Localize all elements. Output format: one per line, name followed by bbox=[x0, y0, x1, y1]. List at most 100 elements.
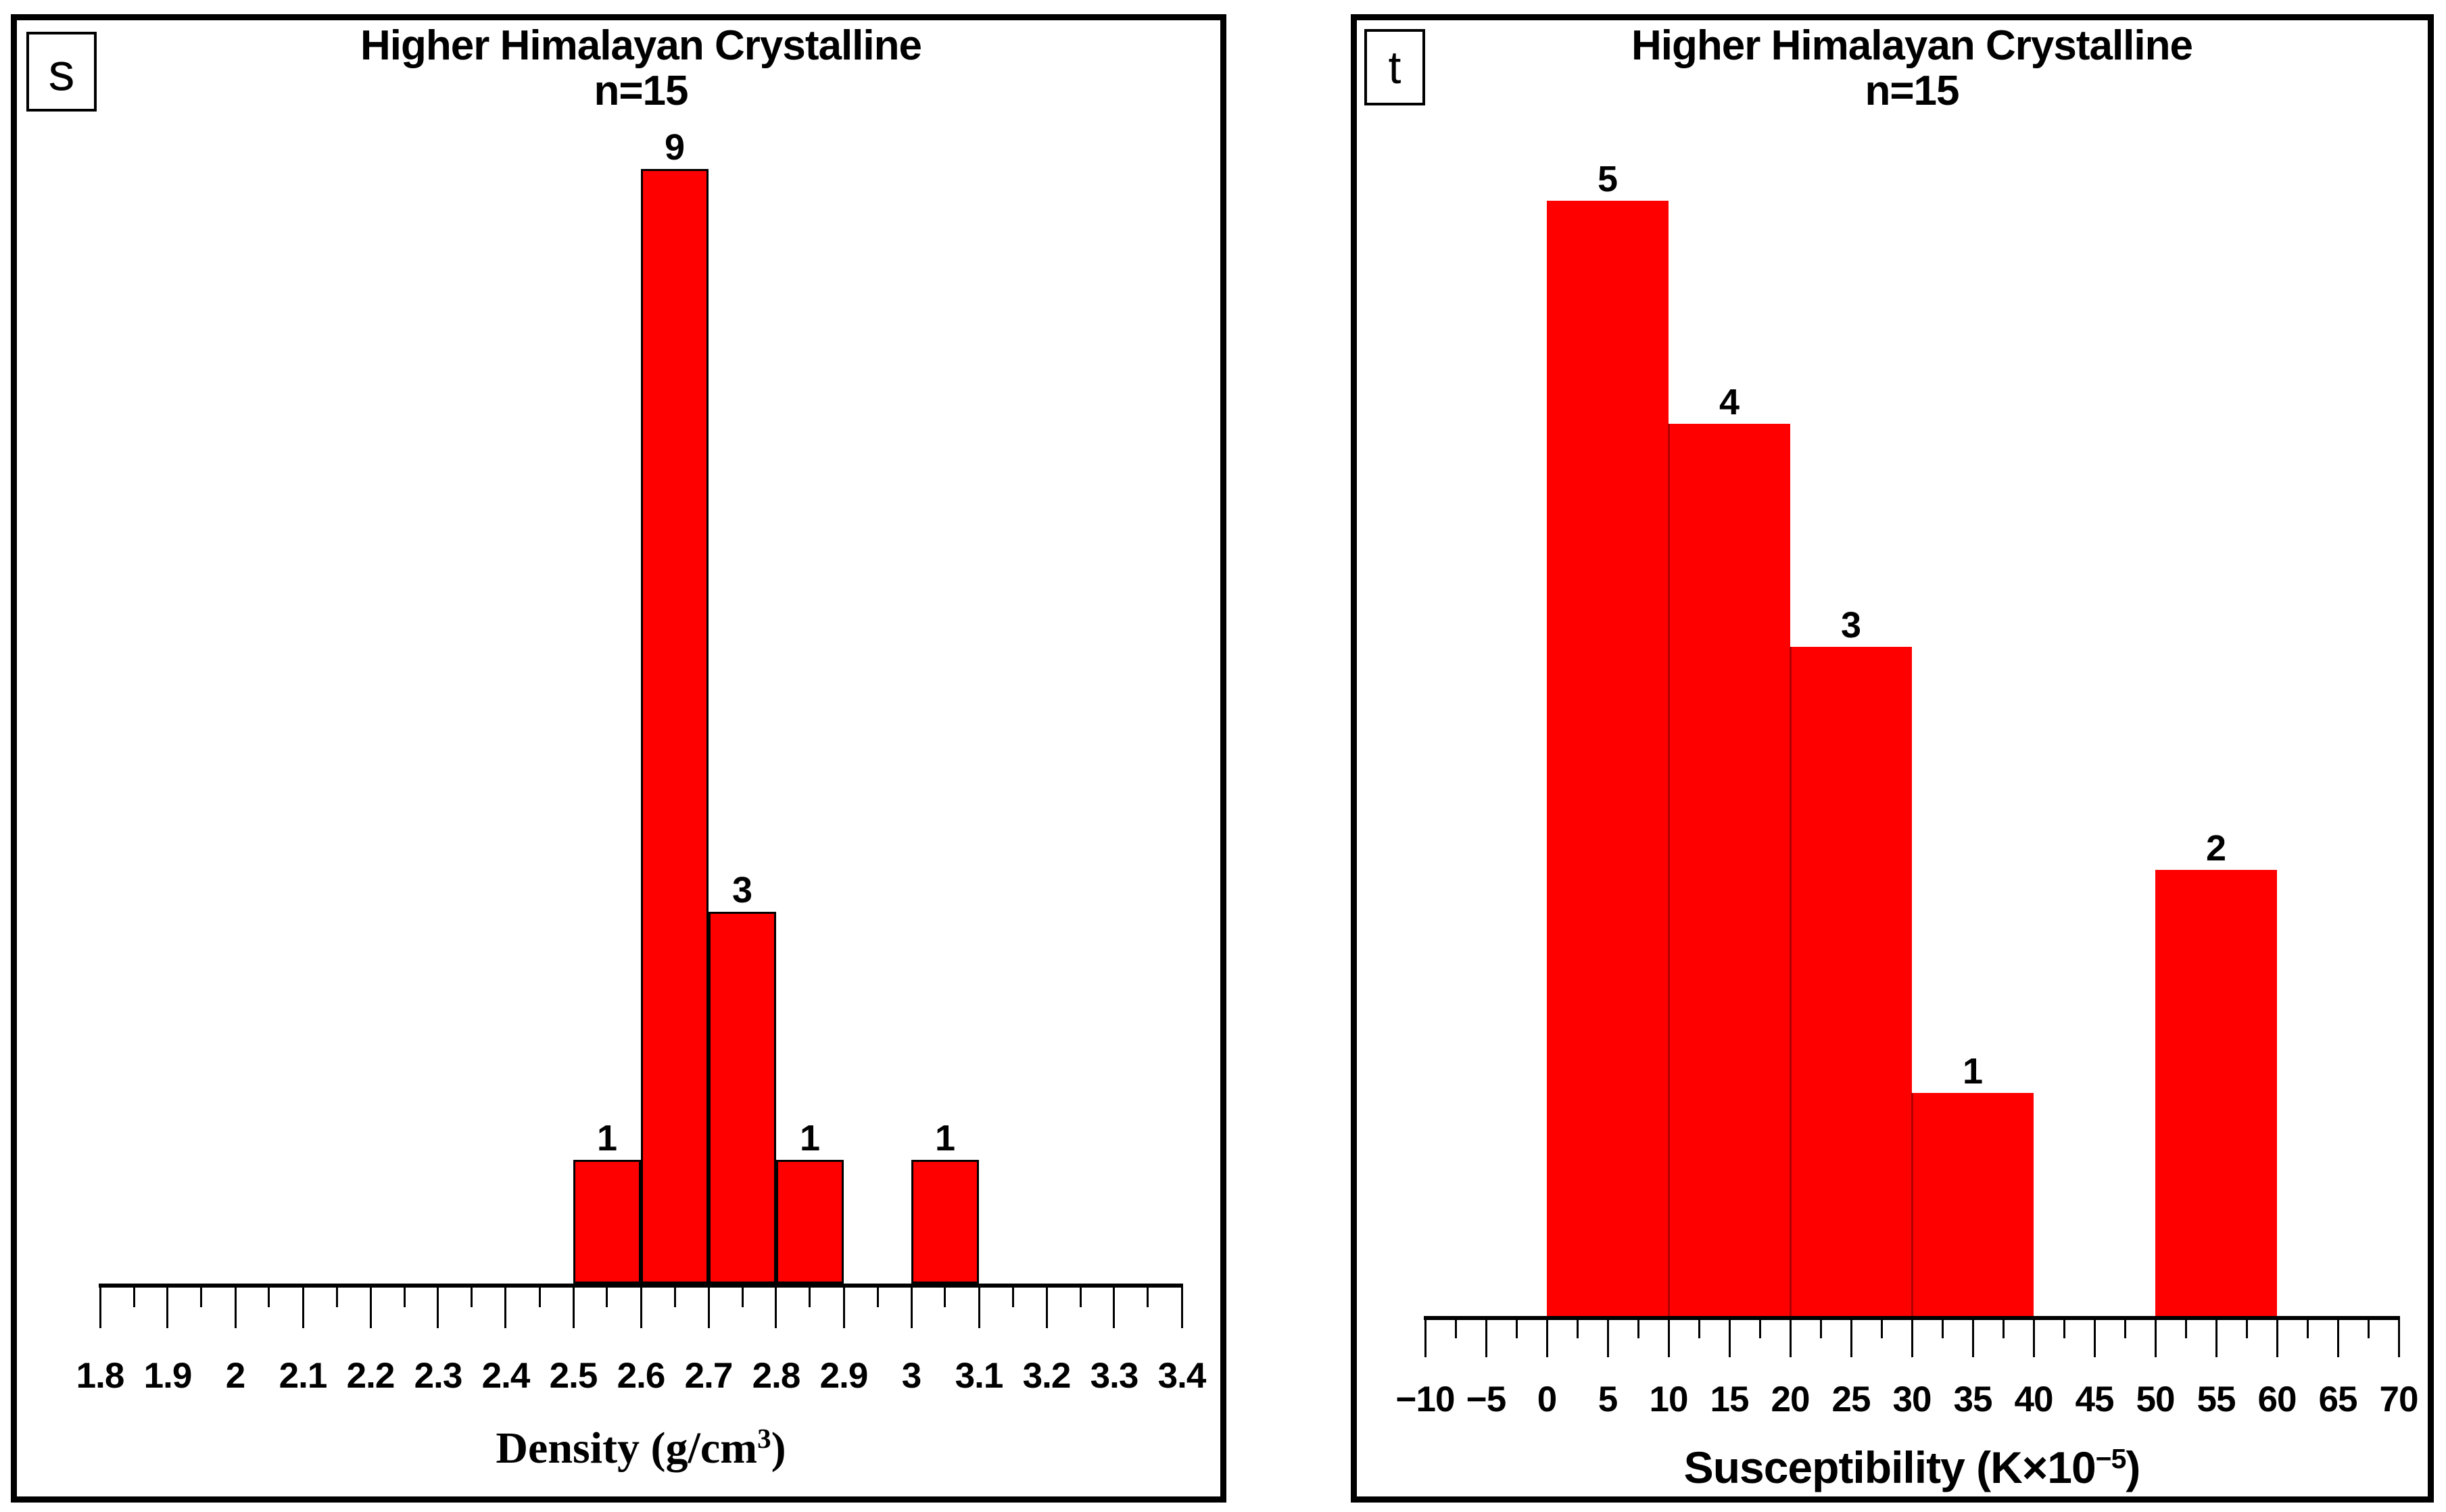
x-axis-tick-label: 2.6 bbox=[617, 1356, 666, 1396]
x-axis-minor-tick bbox=[2063, 1320, 2065, 1338]
x-axis-tick-label: 2.8 bbox=[752, 1356, 801, 1396]
density-x-axis-label-close: ) bbox=[771, 1423, 786, 1473]
x-axis-major-tick bbox=[2033, 1320, 2035, 1357]
x-axis-minor-tick bbox=[1698, 1320, 1700, 1338]
x-axis-major-tick bbox=[1424, 1320, 1426, 1357]
x-axis-tick-label: 40 bbox=[2014, 1380, 2054, 1419]
x-axis-major-tick bbox=[1113, 1288, 1115, 1328]
x-axis-tick-label: 65 bbox=[2318, 1380, 2358, 1419]
x-axis-major-tick bbox=[1790, 1320, 1792, 1357]
bar-count-label: 4 bbox=[1719, 382, 1740, 422]
x-axis-minor-tick bbox=[2003, 1320, 2005, 1338]
x-axis-major-tick bbox=[1850, 1320, 1852, 1357]
x-axis-tick-label: −10 bbox=[1395, 1380, 1456, 1419]
x-axis-major-tick bbox=[2094, 1320, 2096, 1357]
panel-letter-box-t: t bbox=[1364, 29, 1425, 105]
x-axis-major-tick bbox=[1485, 1320, 1487, 1357]
x-axis-minor-tick bbox=[1820, 1320, 1822, 1338]
x-axis-major-tick bbox=[1181, 1288, 1183, 1328]
x-axis-major-tick bbox=[504, 1288, 506, 1328]
x-axis-tick-label: 2 bbox=[225, 1356, 245, 1396]
x-axis-minor-tick bbox=[606, 1288, 608, 1307]
bar-count-label: 5 bbox=[1597, 159, 1618, 199]
bar-count-label: 1 bbox=[596, 1118, 618, 1159]
x-axis-minor-tick bbox=[2307, 1320, 2309, 1338]
x-axis-tick-label: 1.9 bbox=[143, 1356, 193, 1396]
x-axis-major-tick bbox=[911, 1288, 913, 1328]
x-axis-minor-tick bbox=[1455, 1320, 1457, 1338]
density-chart-subtitle: n=15 bbox=[594, 67, 688, 114]
x-axis-tick-label: 50 bbox=[2136, 1380, 2176, 1419]
x-axis-tick-label: 20 bbox=[1771, 1380, 1810, 1419]
x-axis-major-tick bbox=[1911, 1320, 1913, 1357]
x-axis-major-tick bbox=[1546, 1320, 1548, 1357]
histogram-bar bbox=[1669, 424, 1790, 1316]
x-axis-minor-tick bbox=[471, 1288, 473, 1307]
x-axis-minor-tick bbox=[1080, 1288, 1082, 1307]
x-axis-major-tick bbox=[2398, 1320, 2400, 1357]
histogram-bar bbox=[1790, 647, 1912, 1316]
x-axis-tick-label: 30 bbox=[1892, 1380, 1932, 1419]
x-axis-minor-tick bbox=[133, 1288, 135, 1307]
x-axis-minor-tick bbox=[2246, 1320, 2248, 1338]
x-axis-minor-tick bbox=[336, 1288, 338, 1307]
x-axis-minor-tick bbox=[877, 1288, 879, 1307]
x-axis-minor-tick bbox=[742, 1288, 744, 1307]
x-axis-major-tick bbox=[775, 1288, 777, 1328]
susceptibility-x-axis-label-superscript: −5 bbox=[2095, 1442, 2127, 1474]
x-axis-tick-label: 35 bbox=[1953, 1380, 1993, 1419]
x-axis-tick-label: −5 bbox=[1466, 1380, 1506, 1419]
density-chart-title: Higher Himalayan Crystalline bbox=[360, 22, 922, 69]
histogram-bar bbox=[573, 1160, 641, 1284]
x-axis-major-tick bbox=[370, 1288, 372, 1328]
x-axis-major-tick bbox=[2276, 1320, 2278, 1357]
histogram-bar bbox=[709, 912, 776, 1284]
x-axis-minor-tick bbox=[539, 1288, 541, 1307]
x-axis-minor-tick bbox=[2185, 1320, 2187, 1338]
x-axis-major-tick bbox=[235, 1288, 237, 1328]
x-axis-tick-label: 10 bbox=[1649, 1380, 1689, 1419]
panel-letter-s: s bbox=[48, 41, 75, 101]
x-axis-minor-tick bbox=[809, 1288, 811, 1307]
panel-letter-box-s: s bbox=[26, 32, 97, 112]
bar-count-label: 1 bbox=[1962, 1051, 1984, 1092]
x-axis-minor-tick bbox=[1577, 1320, 1579, 1338]
susceptibility-x-axis-label-close: ) bbox=[2126, 1442, 2140, 1492]
x-axis-major-tick bbox=[1668, 1320, 1670, 1357]
x-axis-minor-tick bbox=[1942, 1320, 1944, 1338]
susceptibility-chart-title: Higher Himalayan Crystalline bbox=[1631, 22, 2193, 69]
x-axis-minor-tick bbox=[944, 1288, 946, 1307]
x-axis-minor-tick bbox=[1147, 1288, 1149, 1307]
x-axis-major-tick bbox=[573, 1288, 575, 1328]
x-axis-minor-tick bbox=[268, 1288, 270, 1307]
x-axis-minor-tick bbox=[2124, 1320, 2126, 1338]
histogram-bar bbox=[776, 1160, 844, 1284]
x-axis-minor-tick bbox=[674, 1288, 676, 1307]
bar-count-label: 1 bbox=[799, 1118, 821, 1159]
density-x-axis-label-text: Density (g/cm bbox=[496, 1423, 758, 1473]
x-axis-major-tick bbox=[2155, 1320, 2157, 1357]
bar-count-label: 3 bbox=[1840, 605, 1862, 645]
bar-count-label: 2 bbox=[2205, 828, 2227, 869]
x-axis-major-tick bbox=[1729, 1320, 1731, 1357]
x-axis-line bbox=[1424, 1316, 2400, 1320]
bar-divider-line bbox=[1911, 1093, 1913, 1316]
susceptibility-x-axis-label: Susceptibility (K×10−5) bbox=[1439, 1442, 2385, 1493]
x-axis-tick-label: 55 bbox=[2197, 1380, 2236, 1419]
histogram-bar bbox=[911, 1160, 979, 1284]
x-axis-minor-tick bbox=[1759, 1320, 1761, 1338]
x-axis-minor-tick bbox=[1516, 1320, 1518, 1338]
x-axis-tick-label: 0 bbox=[1537, 1380, 1557, 1419]
x-axis-tick-label: 2.4 bbox=[481, 1356, 531, 1396]
histogram-bar bbox=[2155, 870, 2277, 1316]
x-axis-major-tick bbox=[437, 1288, 439, 1328]
x-axis-tick-label: 1.8 bbox=[76, 1356, 125, 1396]
x-axis-major-tick bbox=[2215, 1320, 2217, 1357]
bar-count-label: 1 bbox=[934, 1118, 956, 1159]
x-axis-tick-label: 2.2 bbox=[346, 1356, 395, 1396]
susceptibility-panel-inner: t Higher Himalayan Crystalline n=15 5 4 3 1… bbox=[1357, 20, 2428, 1496]
histogram-bar bbox=[641, 169, 709, 1284]
x-axis-tick-label: 2.1 bbox=[279, 1356, 328, 1396]
